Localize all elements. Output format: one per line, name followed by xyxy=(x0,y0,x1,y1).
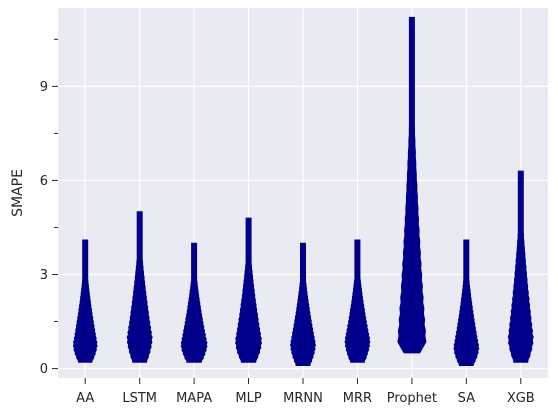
x-tick-label: MRR xyxy=(343,391,372,406)
x-tick-label: SA xyxy=(458,391,475,406)
x-tick-label: AA xyxy=(76,391,94,406)
x-axis: AA LSTM MAPA MLP MRNN MRR Prophet SA XGB xyxy=(76,378,535,406)
x-tick-label: XGB xyxy=(507,391,535,406)
x-tick-label: MRNN xyxy=(283,391,323,406)
y-tick-label: 6 xyxy=(40,174,48,189)
y-axis: 0 3 6 9 xyxy=(40,39,58,377)
y-tick-label: 3 xyxy=(40,268,48,283)
x-tick-label: Prophet xyxy=(387,391,437,406)
x-tick-label: MAPA xyxy=(176,391,212,406)
y-tick-label: 0 xyxy=(40,362,48,377)
y-tick-label: 9 xyxy=(40,80,48,95)
x-tick-label: LSTM xyxy=(122,391,157,406)
y-axis-label: SMAPE xyxy=(10,169,26,217)
x-tick-label: MLP xyxy=(235,391,261,406)
